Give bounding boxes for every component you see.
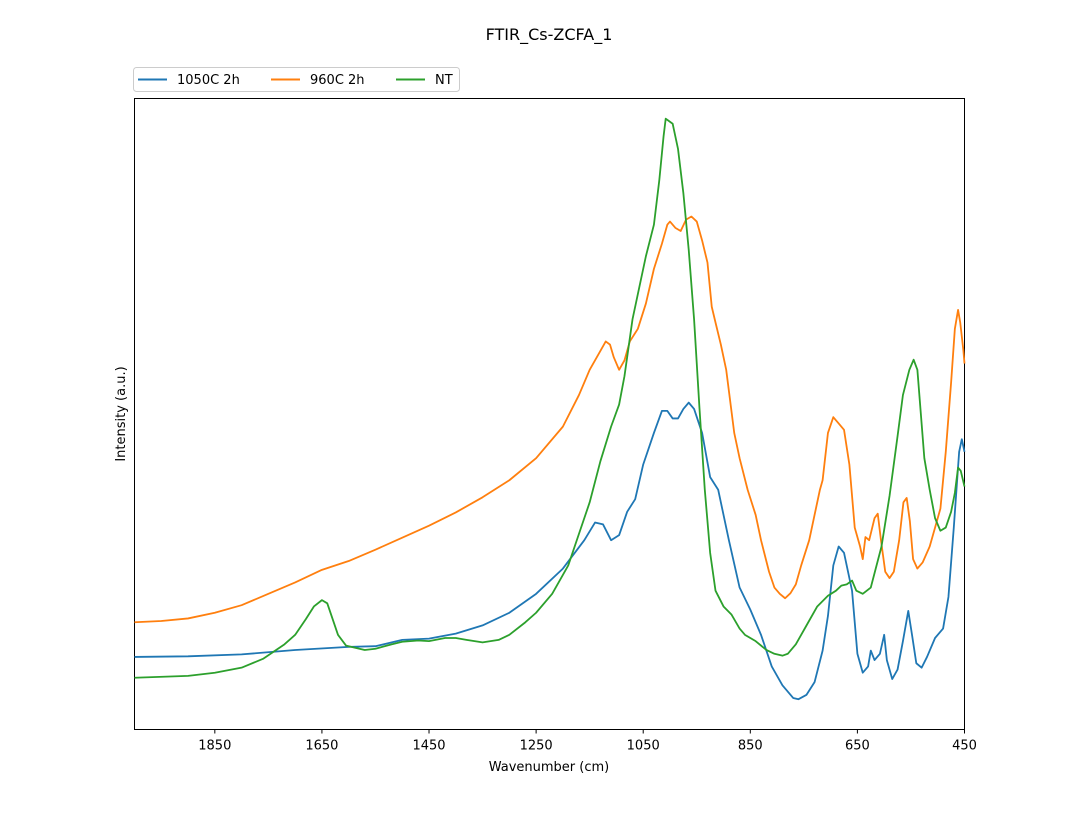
x-tick-label: 1650 — [305, 739, 338, 754]
chart-title: FTIR_Cs-ZCFA_1 — [486, 25, 613, 45]
x-tick-label: 1250 — [520, 739, 553, 754]
y-axis-label: Intensity (a.u.) — [114, 366, 129, 461]
x-tick-label: 450 — [952, 739, 977, 754]
legend: 1050C 2h 960C 2h NT — [133, 67, 460, 92]
series-line-2 — [134, 117, 966, 679]
x-tick-label: 1450 — [412, 739, 445, 754]
plot-frame — [134, 98, 965, 730]
legend-label: NT — [435, 73, 453, 88]
series-layer — [134, 117, 966, 701]
x-tick-label: 850 — [738, 739, 763, 754]
x-axis: 1850 1650 1450 1250 1050 850 650 450 — [198, 729, 977, 754]
x-axis-label: Wavenumber (cm) — [489, 760, 610, 775]
x-tick-label: 650 — [845, 739, 870, 754]
series-line-0 — [134, 401, 966, 701]
series-line-1 — [134, 215, 966, 624]
x-tick-label: 1050 — [627, 739, 660, 754]
legend-label: 960C 2h — [310, 73, 365, 88]
x-tick-label: 1850 — [198, 739, 231, 754]
legend-label: 1050C 2h — [177, 73, 240, 88]
